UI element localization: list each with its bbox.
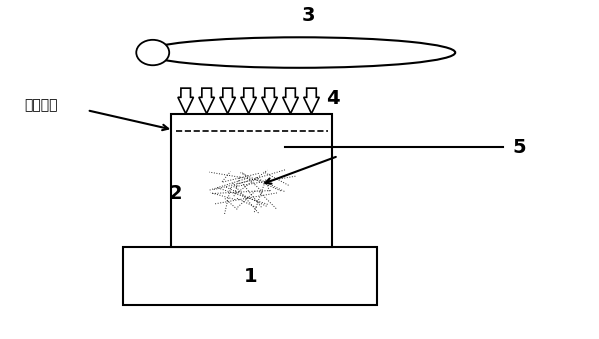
Text: 废水平面: 废水平面 xyxy=(24,98,58,112)
FancyArrow shape xyxy=(241,88,256,114)
FancyArrow shape xyxy=(220,88,235,114)
FancyArrow shape xyxy=(199,88,214,114)
Text: 3: 3 xyxy=(302,6,315,25)
Ellipse shape xyxy=(144,37,455,68)
Text: 2: 2 xyxy=(169,184,182,203)
FancyArrow shape xyxy=(262,88,277,114)
Text: 1: 1 xyxy=(244,267,257,286)
FancyArrow shape xyxy=(283,88,298,114)
Bar xyxy=(123,247,377,305)
FancyArrow shape xyxy=(178,88,193,114)
Bar xyxy=(171,114,332,247)
Text: 5: 5 xyxy=(512,138,526,157)
FancyArrow shape xyxy=(304,88,319,114)
Ellipse shape xyxy=(137,40,170,65)
Text: 4: 4 xyxy=(326,89,340,108)
